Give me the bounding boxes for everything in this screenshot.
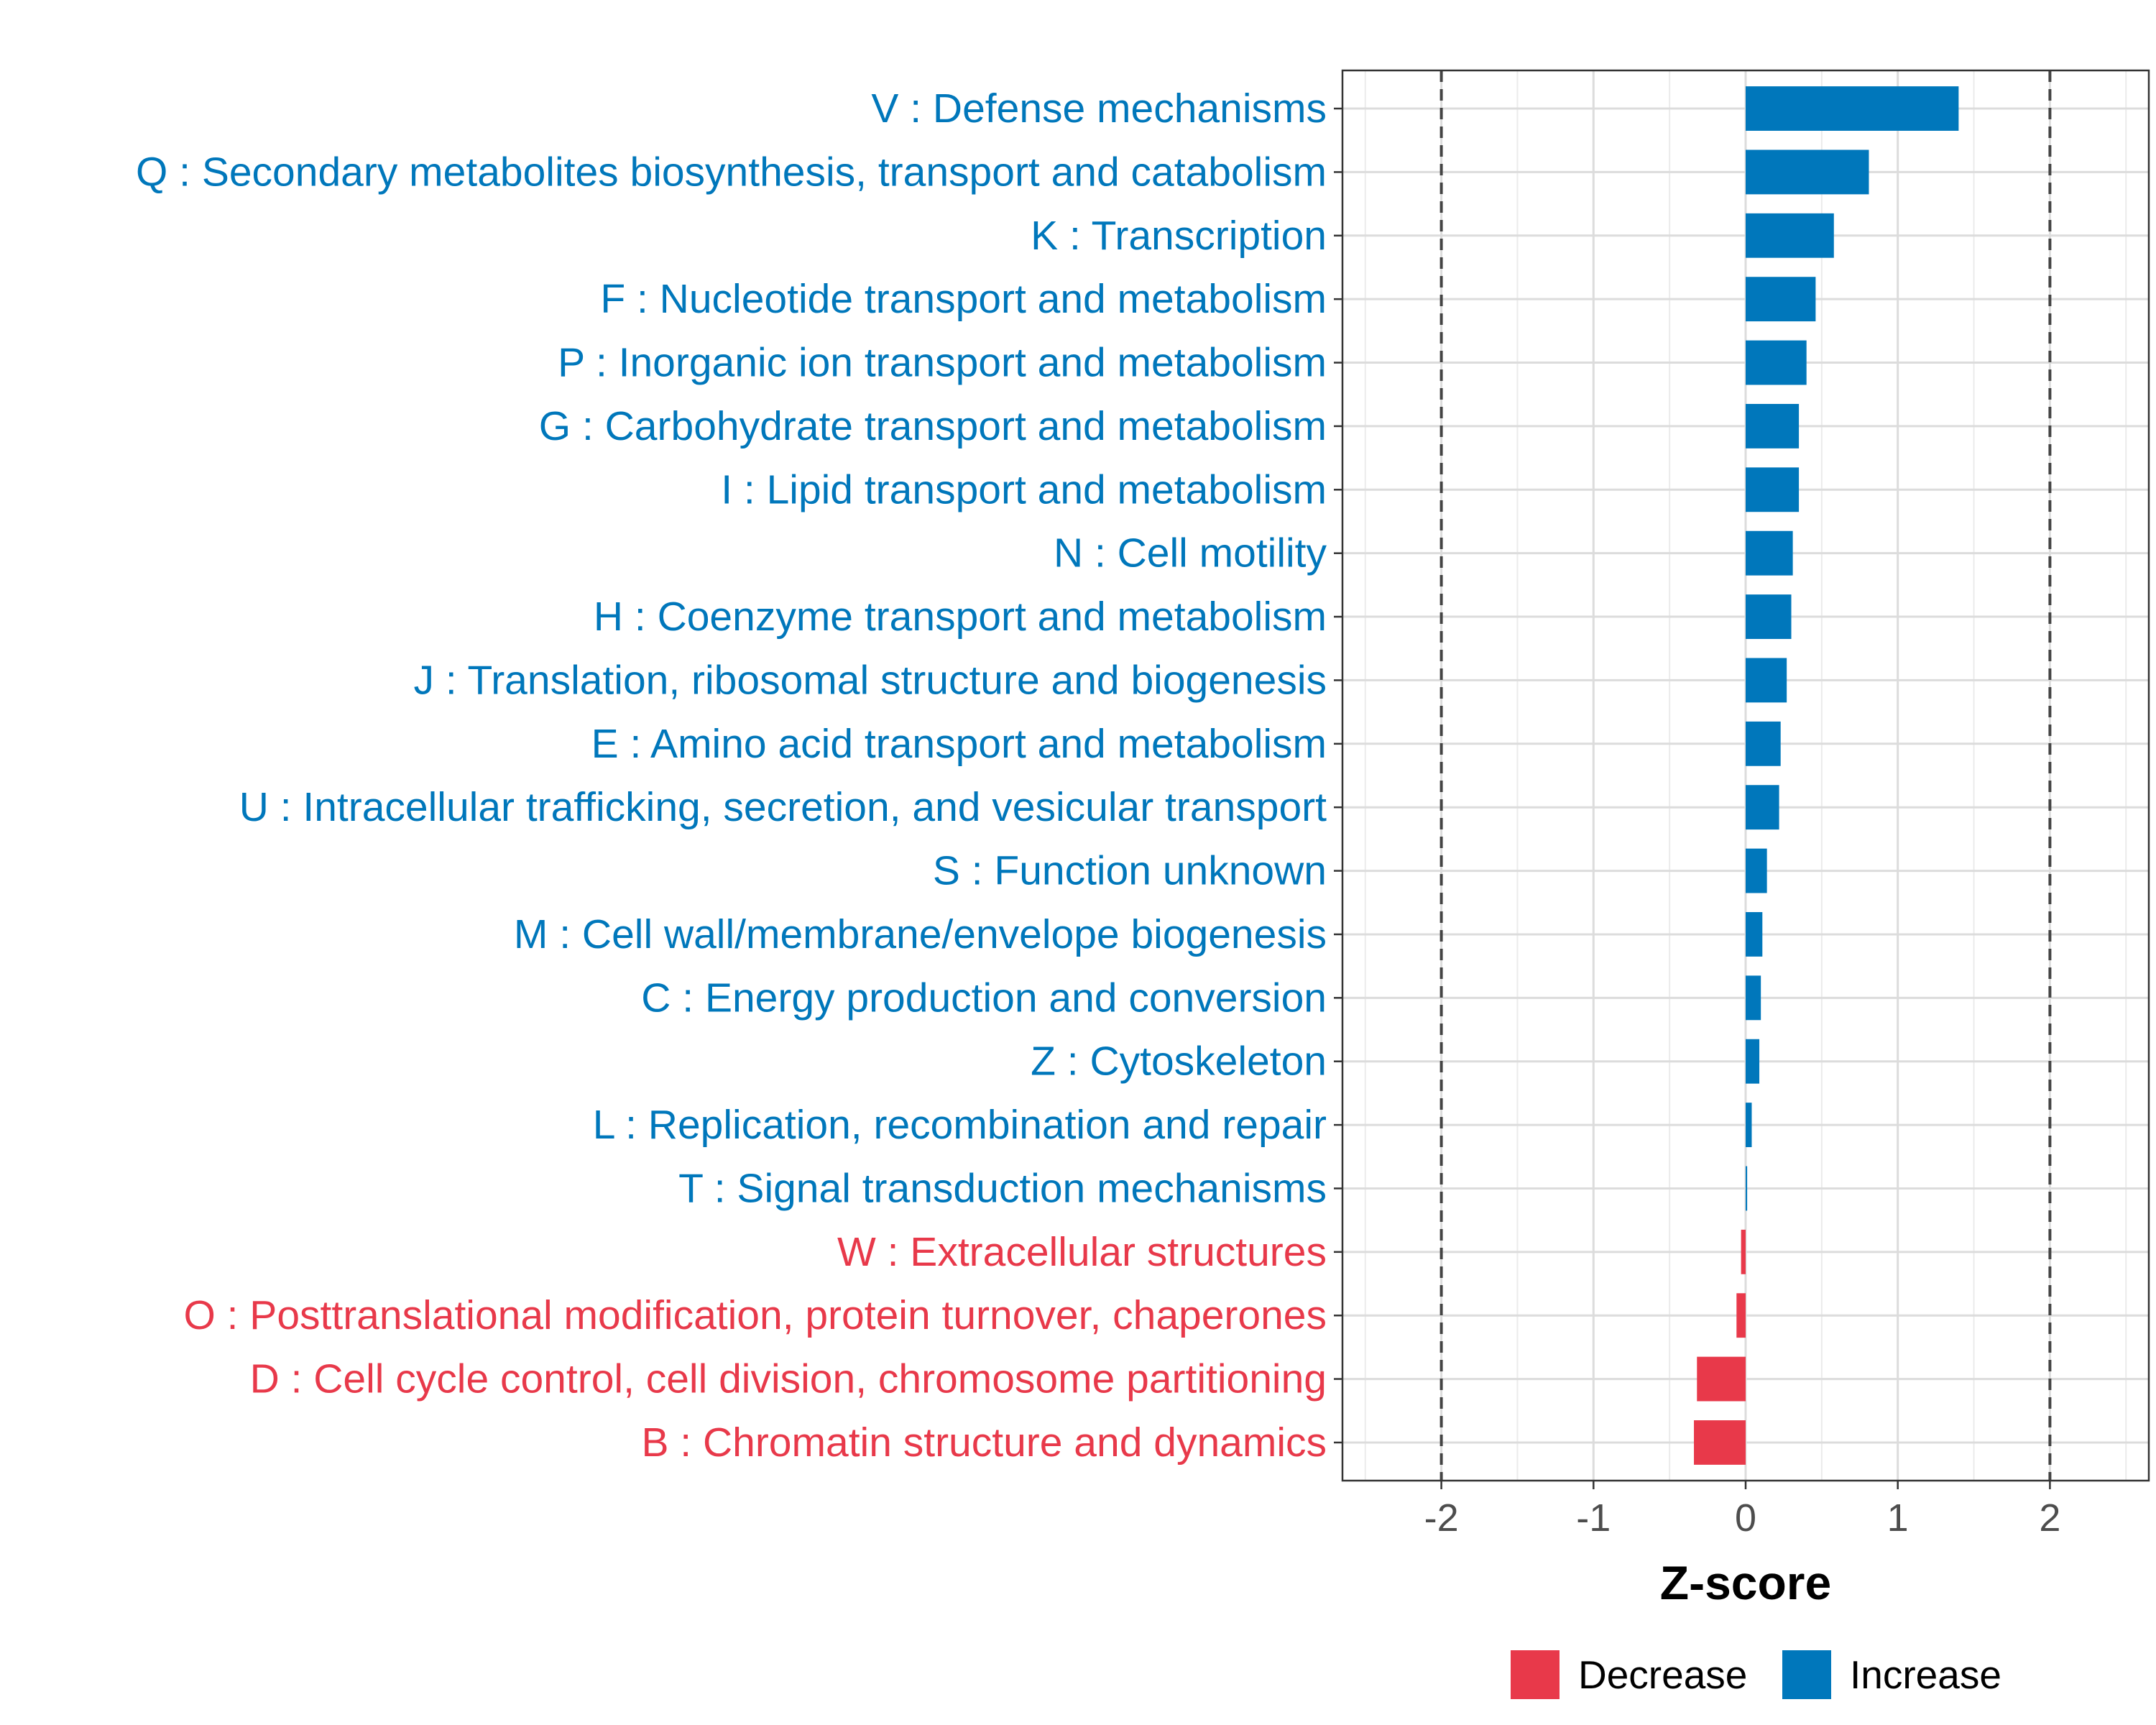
category-label: G : Carbohydrate transport and metabolis… xyxy=(539,403,1327,449)
bar xyxy=(1746,467,1800,512)
x-axis-title: Z-score xyxy=(1660,1556,1831,1609)
x-tick-label: 1 xyxy=(1887,1496,1909,1540)
legend-label: Increase xyxy=(1850,1652,2001,1697)
reference-lines xyxy=(1439,70,2052,1481)
legend-label: Decrease xyxy=(1578,1652,1747,1697)
bar xyxy=(1746,721,1781,766)
legend-swatch xyxy=(1782,1650,1831,1699)
legend-swatch xyxy=(1511,1650,1560,1699)
bar xyxy=(1746,213,1834,258)
bars xyxy=(1694,86,1959,1465)
bar xyxy=(1697,1356,1746,1402)
bar xyxy=(1746,658,1787,703)
category-label: M : Cell wall/membrane/envelope biogenes… xyxy=(514,911,1327,957)
bar xyxy=(1746,785,1779,830)
category-label: L : Replication, recombination and repai… xyxy=(593,1102,1327,1148)
category-label: U : Intracellular trafficking, secretion… xyxy=(239,784,1327,830)
legend: Decrease Increase xyxy=(1511,1650,2001,1699)
bar xyxy=(1746,912,1763,957)
x-axis-ticks: -2 -1 0 1 2 xyxy=(1424,1481,2060,1540)
bar xyxy=(1746,277,1816,322)
category-label: N : Cell motility xyxy=(1054,530,1327,576)
category-label: D : Cell cycle control, cell division, c… xyxy=(250,1356,1327,1402)
bar xyxy=(1746,848,1767,893)
bar xyxy=(1746,530,1793,576)
bar xyxy=(1746,975,1761,1021)
category-label: B : Chromatin structure and dynamics xyxy=(641,1420,1327,1466)
bar xyxy=(1746,86,1959,131)
category-label: P : Inorganic ion transport and metaboli… xyxy=(558,340,1327,386)
bar xyxy=(1746,150,1869,195)
bar xyxy=(1746,594,1792,639)
bar xyxy=(1694,1420,1746,1465)
bar xyxy=(1746,1166,1748,1211)
category-label: W : Extracellular structures xyxy=(837,1229,1327,1275)
y-axis-ticks: V : Defense mechanisms Q : Secondary meta… xyxy=(136,86,1342,1466)
bar xyxy=(1746,1103,1752,1148)
bar xyxy=(1741,1229,1746,1274)
x-tick-label: 2 xyxy=(2039,1496,2060,1540)
category-label: I : Lipid transport and metabolism xyxy=(721,466,1327,512)
bar xyxy=(1746,340,1807,385)
bar xyxy=(1746,1039,1760,1084)
bar xyxy=(1736,1293,1746,1338)
category-label: F : Nucleotide transport and metabolism xyxy=(600,276,1327,322)
category-label: O : Posttranslational modification, prot… xyxy=(183,1292,1327,1338)
category-label: H : Coenzyme transport and metabolism xyxy=(594,594,1327,640)
x-tick-label: -1 xyxy=(1576,1496,1611,1540)
category-label: K : Transcription xyxy=(1031,213,1327,259)
x-tick-label: -2 xyxy=(1424,1496,1459,1540)
category-label: Z : Cytoskeleton xyxy=(1031,1039,1327,1085)
category-label: C : Energy production and conversion xyxy=(641,975,1327,1021)
category-label: S : Function unknown xyxy=(933,848,1327,894)
category-label: J : Translation, ribosomal structure and… xyxy=(414,657,1327,703)
bar xyxy=(1746,403,1800,448)
category-label: E : Amino acid transport and metabolism xyxy=(591,721,1327,767)
x-tick-label: 0 xyxy=(1735,1496,1756,1540)
category-label: T : Signal transduction mechanisms xyxy=(678,1165,1327,1211)
category-label: Q : Secondary metabolites biosynthesis, … xyxy=(136,149,1327,195)
category-label: V : Defense mechanisms xyxy=(871,86,1327,132)
